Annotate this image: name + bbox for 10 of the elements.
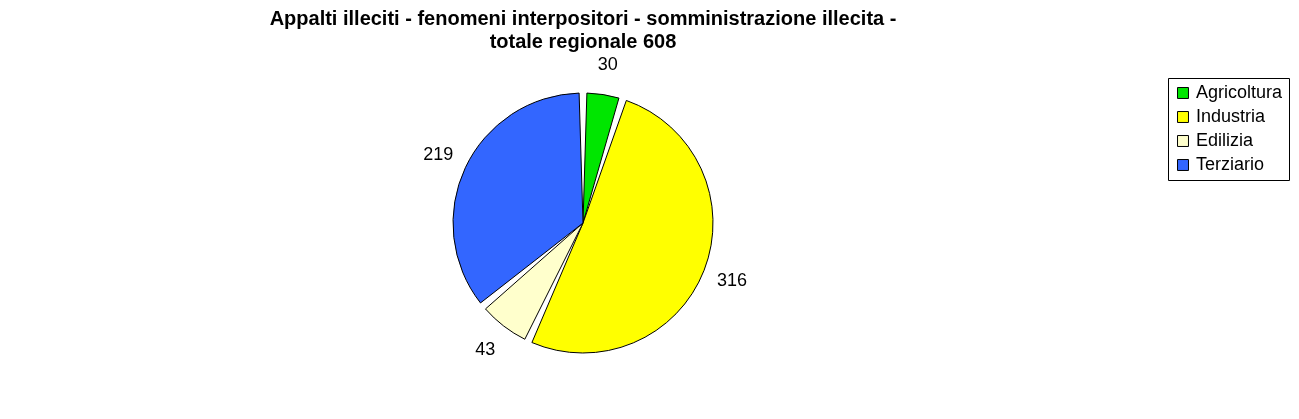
data-label: 30 — [597, 53, 618, 74]
legend-label: Industria — [1196, 106, 1267, 126]
legend-label: Terziario — [1196, 154, 1265, 174]
data-label: 43 — [475, 338, 496, 359]
chart-title: Appalti illeciti - fenomeni interpositori - somministrazione illecita - — [269, 6, 897, 29]
legend-label: Agricoltura — [1196, 82, 1284, 102]
data-label: 219 — [423, 143, 454, 164]
legend-label: Edilizia — [1196, 130, 1255, 150]
chart-subtitle: totale regionale 608 — [489, 29, 677, 52]
data-label: 316 — [717, 270, 748, 291]
